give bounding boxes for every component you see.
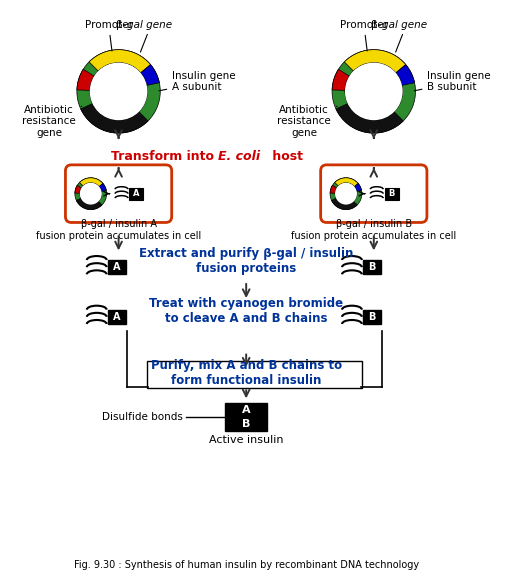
- Wedge shape: [140, 64, 159, 85]
- Text: Treat with cyanogen bromide
to cleave A and B chains: Treat with cyanogen bromide to cleave A …: [149, 297, 343, 325]
- Circle shape: [345, 63, 403, 120]
- Text: A: A: [242, 405, 250, 415]
- FancyBboxPatch shape: [385, 188, 399, 200]
- FancyBboxPatch shape: [363, 310, 381, 324]
- Circle shape: [335, 183, 357, 205]
- FancyBboxPatch shape: [225, 403, 267, 417]
- Text: Active insulin: Active insulin: [209, 435, 284, 445]
- Wedge shape: [76, 198, 102, 209]
- FancyBboxPatch shape: [321, 165, 427, 223]
- Text: gal gene: gal gene: [382, 20, 427, 30]
- Text: B: B: [368, 262, 376, 272]
- Text: Transform into: Transform into: [111, 150, 218, 164]
- Text: Promoter: Promoter: [84, 20, 133, 51]
- FancyBboxPatch shape: [148, 361, 362, 389]
- Text: Antibiotic
resistance
gene: Antibiotic resistance gene: [277, 104, 337, 138]
- Text: E. coli: E. coli: [218, 150, 261, 164]
- Text: β-gal / insulin A
fusion protein accumulates in cell: β-gal / insulin A fusion protein accumul…: [36, 219, 201, 241]
- Wedge shape: [336, 104, 403, 133]
- Wedge shape: [344, 50, 406, 73]
- FancyBboxPatch shape: [66, 165, 172, 223]
- Text: Promoter: Promoter: [340, 20, 388, 51]
- Text: B: B: [368, 312, 376, 322]
- FancyBboxPatch shape: [225, 417, 267, 431]
- Text: B: B: [242, 419, 250, 429]
- Wedge shape: [77, 50, 160, 133]
- Wedge shape: [396, 64, 415, 85]
- Text: A: A: [113, 312, 120, 322]
- Wedge shape: [330, 178, 362, 209]
- Wedge shape: [89, 50, 151, 73]
- Wedge shape: [75, 185, 81, 193]
- Text: Insulin gene
B subunit: Insulin gene B subunit: [414, 71, 491, 92]
- FancyBboxPatch shape: [107, 310, 126, 324]
- Text: A: A: [113, 262, 120, 272]
- Text: β-: β-: [372, 20, 382, 30]
- Text: β-: β-: [116, 20, 127, 30]
- Wedge shape: [99, 183, 106, 191]
- Circle shape: [90, 63, 148, 120]
- Wedge shape: [331, 198, 357, 209]
- Wedge shape: [332, 69, 349, 90]
- Text: Extract and purify β-gal / insulin
fusion proteins: Extract and purify β-gal / insulin fusio…: [139, 247, 353, 275]
- Wedge shape: [330, 185, 337, 193]
- Wedge shape: [332, 50, 415, 133]
- Text: Disulfide bonds: Disulfide bonds: [102, 412, 183, 422]
- Wedge shape: [354, 183, 361, 191]
- Text: β-gal / insulin B
fusion protein accumulates in cell: β-gal / insulin B fusion protein accumul…: [291, 219, 457, 241]
- Text: B: B: [388, 189, 395, 198]
- Text: Insulin gene
A subunit: Insulin gene A subunit: [159, 71, 236, 92]
- Wedge shape: [75, 178, 107, 209]
- FancyBboxPatch shape: [107, 260, 126, 274]
- Text: gal gene: gal gene: [127, 20, 172, 30]
- Text: Purify, mix A and B chains to
form functional insulin: Purify, mix A and B chains to form funct…: [151, 360, 342, 387]
- Wedge shape: [81, 104, 148, 133]
- FancyBboxPatch shape: [129, 188, 144, 200]
- FancyBboxPatch shape: [363, 260, 381, 274]
- Text: Antibiotic
resistance
gene: Antibiotic resistance gene: [22, 104, 82, 138]
- Text: A: A: [133, 189, 139, 198]
- Wedge shape: [77, 69, 94, 90]
- Text: Fig. 9.30 : Synthesis of human insulin by recombinant DNA technology: Fig. 9.30 : Synthesis of human insulin b…: [74, 560, 419, 570]
- Text: host: host: [268, 150, 303, 164]
- Circle shape: [80, 183, 102, 205]
- Wedge shape: [79, 178, 103, 187]
- Wedge shape: [335, 178, 358, 187]
